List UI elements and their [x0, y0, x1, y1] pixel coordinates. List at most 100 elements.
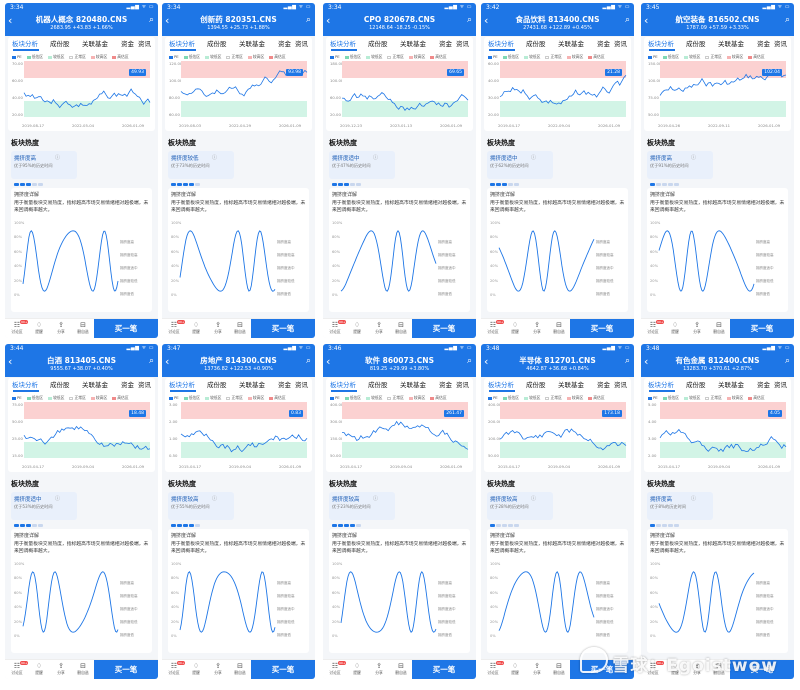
alert-button[interactable]: ♢ 提醒 — [665, 321, 685, 334]
buy-button[interactable]: 买一笔 — [412, 660, 476, 679]
buy-button[interactable]: 买一笔 — [94, 319, 158, 338]
discussion-button[interactable]: ☷ 讨论区 99+ — [325, 661, 347, 675]
tab-constituents[interactable]: 成份股 — [686, 40, 706, 48]
back-icon[interactable]: ‹ — [165, 355, 170, 368]
tab-sector-analysis[interactable]: 板块分析 — [648, 381, 674, 389]
tab-sector-analysis[interactable]: 板块分析 — [169, 40, 195, 48]
search-icon[interactable]: ⌕ — [466, 15, 472, 25]
discussion-button[interactable]: ☷ 讨论区 99+ — [643, 320, 665, 334]
tab-sector-analysis[interactable]: 板块分析 — [330, 381, 356, 389]
share-button[interactable]: ⇪ 分享 — [369, 662, 389, 675]
tab-news[interactable]: 资讯 — [138, 40, 151, 48]
remove-watchlist-button[interactable]: ⊟ 删自选 — [230, 321, 250, 334]
tab-constituents[interactable]: 成份股 — [686, 381, 706, 389]
tab-capital[interactable]: 资金 — [278, 381, 291, 389]
tab-constituents[interactable]: 成份股 — [50, 40, 70, 48]
info-icon[interactable]: ⓘ — [55, 155, 61, 161]
share-button[interactable]: ⇪ 分享 — [687, 321, 707, 334]
tab-related-funds[interactable]: 关联基金 — [718, 381, 744, 389]
buy-button[interactable]: 买一笔 — [251, 319, 315, 338]
info-icon[interactable]: ⓘ — [531, 155, 537, 161]
tab-news[interactable]: 资讯 — [295, 381, 308, 389]
tab-sector-analysis[interactable]: 板块分析 — [330, 40, 356, 48]
tab-sector-analysis[interactable]: 板块分析 — [12, 40, 38, 48]
tab-related-funds[interactable]: 关联基金 — [400, 40, 426, 48]
tab-capital[interactable]: 资金 — [757, 381, 770, 389]
discussion-button[interactable]: ☷ 讨论区 99+ — [643, 661, 665, 675]
remove-watchlist-button[interactable]: ⊟ 删自选 — [709, 662, 729, 675]
tab-news[interactable]: 资讯 — [456, 40, 469, 48]
tab-news[interactable]: 资讯 — [774, 40, 787, 48]
alert-button[interactable]: ♢ 提醒 — [347, 662, 367, 675]
remove-watchlist-button[interactable]: ⊟ 删自选 — [391, 662, 411, 675]
tab-related-funds[interactable]: 关联基金 — [239, 40, 265, 48]
alert-button[interactable]: ♢ 提醒 — [505, 321, 525, 334]
tab-sector-analysis[interactable]: 板块分析 — [169, 381, 195, 389]
tab-sector-analysis[interactable]: 板块分析 — [12, 381, 38, 389]
remove-watchlist-button[interactable]: ⊟ 删自选 — [230, 662, 250, 675]
discussion-button[interactable]: ☷ 讨论区 99+ — [7, 320, 29, 334]
tab-capital[interactable]: 资金 — [597, 40, 610, 48]
tab-capital[interactable]: 资金 — [439, 40, 452, 48]
tab-related-funds[interactable]: 关联基金 — [239, 381, 265, 389]
share-button[interactable]: ⇪ 分享 — [527, 662, 547, 675]
buy-button[interactable]: 买一笔 — [251, 660, 315, 679]
info-icon[interactable]: ⓘ — [373, 496, 379, 502]
search-icon[interactable]: ⌕ — [148, 356, 154, 366]
back-icon[interactable]: ‹ — [326, 14, 331, 27]
back-icon[interactable]: ‹ — [484, 14, 489, 27]
tab-constituents[interactable]: 成份股 — [50, 381, 70, 389]
remove-watchlist-button[interactable]: ⊟ 删自选 — [549, 321, 569, 334]
discussion-button[interactable]: ☷ 讨论区 99+ — [164, 320, 186, 334]
search-icon[interactable]: ⌕ — [784, 356, 790, 366]
alert-button[interactable]: ♢ 提醒 — [29, 321, 49, 334]
discussion-button[interactable]: ☷ 讨论区 99+ — [325, 320, 347, 334]
info-icon[interactable]: ⓘ — [212, 155, 218, 161]
tab-constituents[interactable]: 成份股 — [207, 381, 227, 389]
search-icon[interactable]: ⌕ — [624, 356, 630, 366]
tab-capital[interactable]: 资金 — [278, 40, 291, 48]
tab-constituents[interactable]: 成份股 — [526, 381, 546, 389]
alert-button[interactable]: ♢ 提醒 — [186, 662, 206, 675]
info-icon[interactable]: ⓘ — [691, 496, 697, 502]
buy-button[interactable]: 买一笔 — [570, 319, 634, 338]
tab-related-funds[interactable]: 关联基金 — [82, 381, 108, 389]
search-icon[interactable]: ⌕ — [624, 15, 630, 25]
tab-news[interactable]: 资讯 — [774, 381, 787, 389]
share-button[interactable]: ⇪ 分享 — [527, 321, 547, 334]
back-icon[interactable]: ‹ — [8, 14, 13, 27]
discussion-button[interactable]: ☷ 讨论区 99+ — [7, 661, 29, 675]
share-button[interactable]: ⇪ 分享 — [51, 662, 71, 675]
info-icon[interactable]: ⓘ — [531, 496, 537, 502]
search-icon[interactable]: ⌕ — [148, 15, 154, 25]
tab-related-funds[interactable]: 关联基金 — [558, 40, 584, 48]
tab-related-funds[interactable]: 关联基金 — [82, 40, 108, 48]
share-button[interactable]: ⇪ 分享 — [51, 321, 71, 334]
tab-news[interactable]: 资讯 — [456, 381, 469, 389]
back-icon[interactable]: ‹ — [8, 355, 13, 368]
tab-news[interactable]: 资讯 — [614, 381, 627, 389]
tab-constituents[interactable]: 成份股 — [368, 40, 388, 48]
tab-news[interactable]: 资讯 — [138, 381, 151, 389]
tab-capital[interactable]: 资金 — [439, 381, 452, 389]
remove-watchlist-button[interactable]: ⊟ 删自选 — [391, 321, 411, 334]
info-icon[interactable]: ⓘ — [55, 496, 61, 502]
discussion-button[interactable]: ☷ 讨论区 99+ — [164, 661, 186, 675]
tab-sector-analysis[interactable]: 板块分析 — [488, 381, 514, 389]
back-icon[interactable]: ‹ — [644, 355, 649, 368]
alert-button[interactable]: ♢ 提醒 — [505, 662, 525, 675]
search-icon[interactable]: ⌕ — [305, 356, 311, 366]
alert-button[interactable]: ♢ 提醒 — [186, 321, 206, 334]
buy-button[interactable]: 买一笔 — [94, 660, 158, 679]
info-icon[interactable]: ⓘ — [212, 496, 218, 502]
back-icon[interactable]: ‹ — [165, 14, 170, 27]
tab-related-funds[interactable]: 关联基金 — [558, 381, 584, 389]
tab-news[interactable]: 资讯 — [295, 40, 308, 48]
tab-sector-analysis[interactable]: 板块分析 — [488, 40, 514, 48]
buy-button[interactable]: 买一笔 — [730, 319, 794, 338]
tab-related-funds[interactable]: 关联基金 — [718, 40, 744, 48]
remove-watchlist-button[interactable]: ⊟ 删自选 — [73, 321, 93, 334]
info-icon[interactable]: ⓘ — [691, 155, 697, 161]
back-icon[interactable]: ‹ — [644, 14, 649, 27]
tab-sector-analysis[interactable]: 板块分析 — [648, 40, 674, 48]
